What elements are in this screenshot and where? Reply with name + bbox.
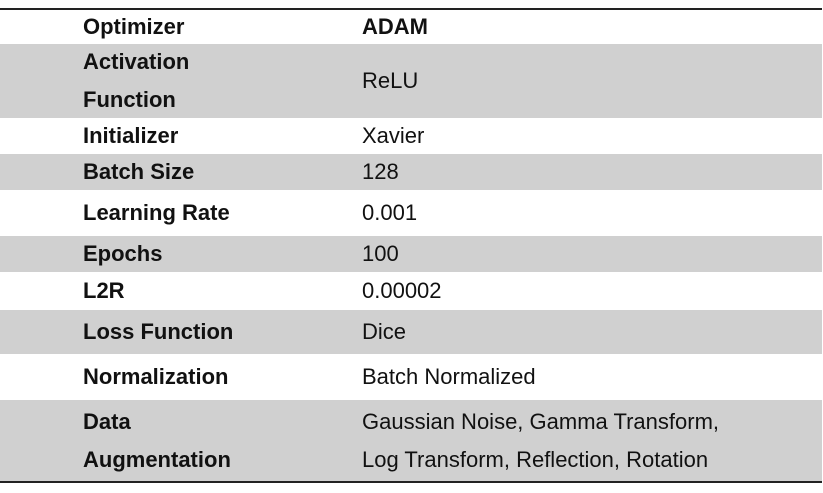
- cell-text: Learning Rate: [83, 200, 230, 225]
- table-row: Learning Rate 0.001: [0, 190, 822, 236]
- cell-text: Function: [83, 87, 176, 112]
- value-cell: Xavier: [362, 118, 424, 154]
- cell-text: Batch Normalized: [362, 364, 536, 389]
- cell-text: Log Transform, Reflection, Rotation: [362, 446, 709, 472]
- cell-text: 100: [362, 241, 399, 266]
- cell-text: Optimizer: [83, 14, 185, 39]
- cell-text: 0.00002: [362, 278, 442, 303]
- cell-text: Epochs: [83, 241, 163, 266]
- parameter-cell: Optimizer: [83, 10, 184, 44]
- parameter-cell: Batch Size: [83, 154, 194, 190]
- cell-text: Loss Function: [83, 319, 234, 344]
- cell-text: Dice: [362, 319, 407, 344]
- cell-text: ADAM: [362, 14, 428, 39]
- parameter-cell: Data Augmentation: [83, 400, 231, 481]
- cell-text: Gaussian Noise, Gamma Transform,: [362, 408, 720, 434]
- parameter-cell: L2R: [83, 272, 125, 310]
- table-row: Activation Function ReLU: [0, 44, 822, 118]
- parameter-cell: Loss Function: [83, 310, 233, 354]
- value-cell: 100: [362, 236, 399, 272]
- parameter-cell: Learning Rate: [83, 190, 230, 236]
- parameter-cell: Normalization: [83, 354, 228, 400]
- cell-text: Normalization: [83, 364, 229, 389]
- value-cell: 128: [362, 154, 399, 190]
- cell-text: Data: [83, 408, 131, 434]
- cell-text: 0.001: [362, 200, 418, 225]
- parameter-cell: Initializer: [83, 118, 178, 154]
- table-row: Data Augmentation Gaussian Noise, Gamma Tr…: [0, 400, 822, 481]
- table-row: Normalization Batch Normalized: [0, 354, 822, 400]
- table-row: L2R 0.00002: [0, 272, 822, 310]
- value-cell: ReLU: [362, 44, 418, 118]
- cell-text: Xavier: [362, 123, 425, 148]
- cell-text: Batch Size: [83, 159, 195, 184]
- value-cell: Gaussian Noise, Gamma Transform, Log Tran…: [362, 400, 719, 481]
- value-cell: 0.001: [362, 190, 417, 236]
- value-cell: Dice: [362, 310, 406, 354]
- value-cell: ADAM: [362, 10, 428, 44]
- cell-text: 128: [362, 159, 399, 184]
- table-row: Loss Function Dice: [0, 310, 822, 354]
- table: Optimizer ADAM Activation Function ReLU Initi…: [0, 8, 822, 483]
- parameter-cell: Epochs: [83, 236, 162, 272]
- cell-text: Activation: [83, 49, 190, 74]
- cell-text: ReLU: [362, 68, 419, 93]
- value-cell: Batch Normalized: [362, 354, 536, 400]
- table-row: Batch Size 128: [0, 154, 822, 190]
- value-cell: 0.00002: [362, 272, 442, 310]
- cell-text: Augmentation: [83, 446, 231, 472]
- cell-text: L2R: [83, 278, 125, 303]
- header-row: Optimizer ADAM: [0, 10, 822, 45]
- table-row: Epochs 100: [0, 236, 822, 272]
- table-row: Initializer Xavier: [0, 118, 822, 154]
- parameter-cell: Activation Function: [83, 44, 189, 118]
- cell-text: Initializer: [83, 123, 179, 148]
